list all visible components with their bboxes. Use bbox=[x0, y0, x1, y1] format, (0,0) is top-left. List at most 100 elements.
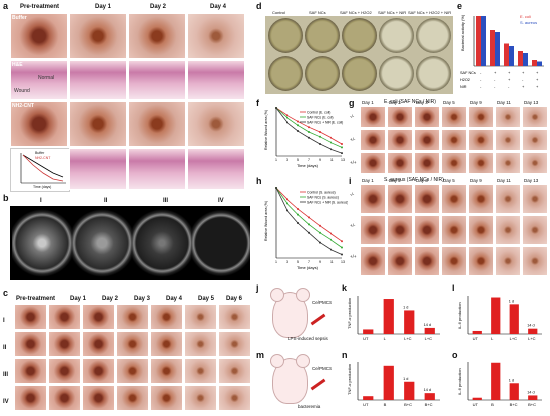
tick-label: 5 bbox=[297, 260, 299, 264]
wound-photo bbox=[184, 358, 217, 384]
bar bbox=[363, 329, 374, 334]
data-point bbox=[275, 107, 277, 109]
wound-photo bbox=[116, 385, 149, 411]
bar bbox=[472, 397, 482, 400]
row-label: -/- bbox=[350, 192, 355, 197]
mouse-ear-icon bbox=[270, 354, 284, 368]
condition-mark: + bbox=[522, 84, 525, 89]
condition-mark: - bbox=[494, 84, 496, 89]
tnf-chart-bacteremia: TNF-α production UT B B+C B+C 1 d 14 d bbox=[347, 362, 440, 407]
he-stain-image bbox=[69, 148, 127, 190]
syringe-icon bbox=[310, 378, 326, 391]
bar-ecoli bbox=[490, 30, 495, 66]
data-point bbox=[330, 148, 332, 151]
data-point bbox=[319, 135, 321, 138]
row-label: +/- bbox=[350, 223, 356, 228]
wound-photo bbox=[48, 385, 81, 411]
category-label: UT bbox=[363, 402, 369, 407]
tick-label: 1 bbox=[275, 260, 277, 264]
col-header: Day 3 bbox=[134, 296, 151, 302]
wound-photo bbox=[414, 215, 440, 245]
col-header: Day 2 bbox=[389, 100, 401, 105]
condition-mark: + bbox=[522, 70, 525, 75]
wound-photo bbox=[522, 184, 548, 214]
wound-photo bbox=[387, 184, 413, 214]
wound-photo bbox=[184, 304, 217, 330]
data-point bbox=[319, 231, 321, 234]
tick-label: 13 bbox=[341, 158, 345, 162]
syringe-icon bbox=[310, 313, 326, 326]
col-header: Day 13 bbox=[524, 178, 539, 183]
axis-label-y: Bacterial activity (%) bbox=[460, 14, 465, 51]
data-point bbox=[286, 198, 288, 201]
legend-item: Buffer bbox=[35, 151, 45, 155]
data-point bbox=[308, 126, 310, 129]
dish-label: IV bbox=[218, 198, 224, 204]
dish-label: I bbox=[40, 198, 42, 204]
bar bbox=[383, 299, 394, 334]
wound-photo bbox=[69, 101, 127, 147]
il6-chart-sepsis: IL-6 production UT L L+C L+C 1 d 14 d bbox=[457, 296, 542, 341]
wound-photo bbox=[414, 106, 440, 128]
col-header: Day 1 bbox=[95, 4, 112, 10]
row-label: NH2-CNT bbox=[12, 103, 34, 109]
bar bbox=[424, 393, 435, 400]
data-point bbox=[297, 208, 299, 210]
tick-label: 13 bbox=[341, 260, 345, 264]
legend-item: NH2-CNT bbox=[35, 156, 51, 160]
wound-photo bbox=[468, 106, 494, 128]
condition-mark: - bbox=[480, 84, 482, 89]
wound-photo bbox=[387, 129, 413, 151]
category-label: B+C bbox=[528, 402, 536, 407]
wound-photo bbox=[522, 106, 548, 128]
bar-ecoli bbox=[518, 51, 523, 66]
wound-photo bbox=[82, 304, 115, 330]
wound-photo bbox=[150, 304, 183, 330]
col-header: Day 3 bbox=[416, 100, 428, 105]
bar bbox=[509, 383, 519, 400]
disease-label: LPS-induced sepsis bbox=[288, 336, 328, 341]
bar bbox=[424, 327, 435, 334]
data-point bbox=[286, 202, 288, 205]
bar-saureus bbox=[523, 53, 528, 66]
axis-label-x: Time (days) bbox=[33, 185, 52, 189]
wound-photo bbox=[187, 13, 245, 59]
data-point bbox=[341, 253, 343, 256]
row-label: NIR bbox=[460, 85, 467, 89]
panel-label-g: g bbox=[349, 98, 355, 108]
axis-label-y: TNF-α production bbox=[347, 298, 352, 329]
col-header: Day 4 bbox=[166, 296, 183, 302]
culture-plate bbox=[342, 56, 377, 91]
wound-photo bbox=[495, 106, 521, 128]
category-label: B+C bbox=[404, 402, 412, 407]
wound-photo bbox=[360, 152, 386, 174]
data-point bbox=[341, 240, 343, 243]
tick-label: 9 bbox=[319, 260, 321, 264]
wound-photo bbox=[360, 129, 386, 151]
annotation: 14 d bbox=[424, 323, 431, 327]
bar-saureus bbox=[509, 46, 514, 66]
wound-photo bbox=[414, 246, 440, 276]
wound-photo bbox=[495, 215, 521, 245]
wound-photo bbox=[387, 152, 413, 174]
wound-photo bbox=[495, 152, 521, 174]
wound-photo bbox=[150, 358, 183, 384]
wound-photo bbox=[414, 129, 440, 151]
bar bbox=[363, 396, 374, 400]
wound-photo bbox=[150, 331, 183, 357]
data-point bbox=[286, 121, 288, 124]
wound-photo bbox=[48, 358, 81, 384]
data-point bbox=[341, 152, 343, 155]
bar-ecoli bbox=[504, 43, 509, 66]
col-header: Pre-treatment bbox=[20, 4, 60, 10]
axis-label-y: IL-6 production bbox=[457, 302, 462, 329]
condition-mark: + bbox=[508, 70, 511, 75]
wound-photo bbox=[184, 385, 217, 411]
panel-label-k: k bbox=[342, 283, 348, 293]
col-header: Day 6 bbox=[226, 296, 243, 302]
panel-label-n: n bbox=[342, 350, 348, 360]
culture-plate bbox=[416, 56, 451, 91]
wound-photo bbox=[360, 184, 386, 214]
condition-mark: - bbox=[508, 84, 510, 89]
